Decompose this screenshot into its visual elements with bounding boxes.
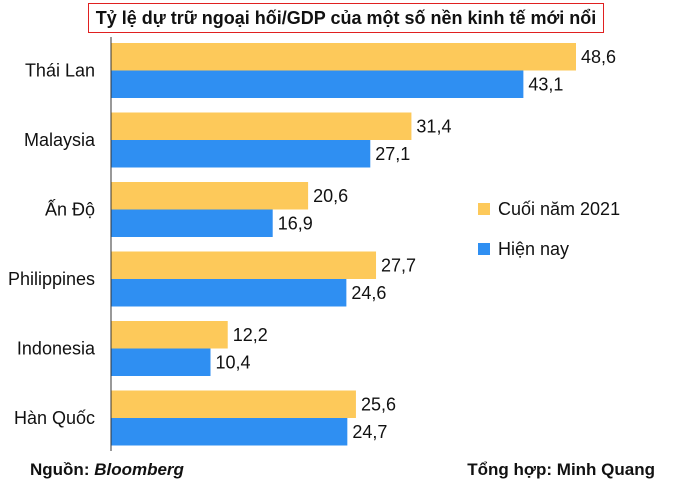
- category-label: Thái Lan: [25, 61, 95, 81]
- bar-end-2021: [111, 321, 228, 349]
- data-label: 48,6: [581, 47, 616, 67]
- legend: Cuối năm 2021 Hiện nay: [478, 196, 620, 276]
- bar-end-2021: [111, 251, 377, 279]
- bar-now: [111, 418, 348, 446]
- chart-title: Tỷ lệ dự trữ ngoại hối/GDP của một số nề…: [88, 3, 604, 33]
- bar-now: [111, 348, 211, 376]
- data-label: 43,1: [528, 74, 563, 94]
- data-label: 24,7: [352, 422, 387, 442]
- legend-label-now: Hiện nay: [498, 238, 570, 259]
- legend-item-now: Hiện nay: [478, 236, 620, 262]
- data-label: 10,4: [216, 352, 251, 372]
- data-label: 12,2: [233, 325, 268, 345]
- legend-swatch-now: [478, 243, 490, 255]
- data-label: 16,9: [278, 213, 313, 233]
- data-label: 20,6: [313, 186, 348, 206]
- data-label: 27,7: [381, 255, 416, 275]
- category-label: Malaysia: [24, 130, 96, 150]
- category-label: Indonesia: [17, 339, 96, 359]
- category-label: Hàn Quốc: [14, 408, 95, 428]
- bar-end-2021: [111, 112, 412, 140]
- bar-end-2021: [111, 390, 356, 418]
- compiler-note: Tổng hợp: Minh Quang: [467, 460, 655, 479]
- bar-now: [111, 209, 273, 237]
- data-label: 25,6: [361, 394, 396, 414]
- bar-now: [111, 70, 524, 98]
- data-label: 24,6: [351, 283, 386, 303]
- category-label: Ấn Độ: [45, 199, 95, 220]
- source-label: Nguồn:: [30, 460, 95, 479]
- bar-now: [111, 140, 371, 168]
- source-name: Bloomberg: [94, 460, 184, 479]
- bar-end-2021: [111, 182, 309, 210]
- source-note: Nguồn: Bloomberg: [30, 460, 184, 480]
- category-label: Philippines: [8, 269, 95, 289]
- bar-now: [111, 279, 347, 307]
- data-label: 31,4: [416, 116, 451, 136]
- legend-item-end-2021: Cuối năm 2021: [478, 196, 620, 222]
- bar-end-2021: [111, 43, 576, 71]
- legend-swatch-end-2021: [478, 203, 490, 215]
- legend-label-end-2021: Cuối năm 2021: [498, 198, 621, 219]
- data-label: 27,1: [375, 144, 410, 164]
